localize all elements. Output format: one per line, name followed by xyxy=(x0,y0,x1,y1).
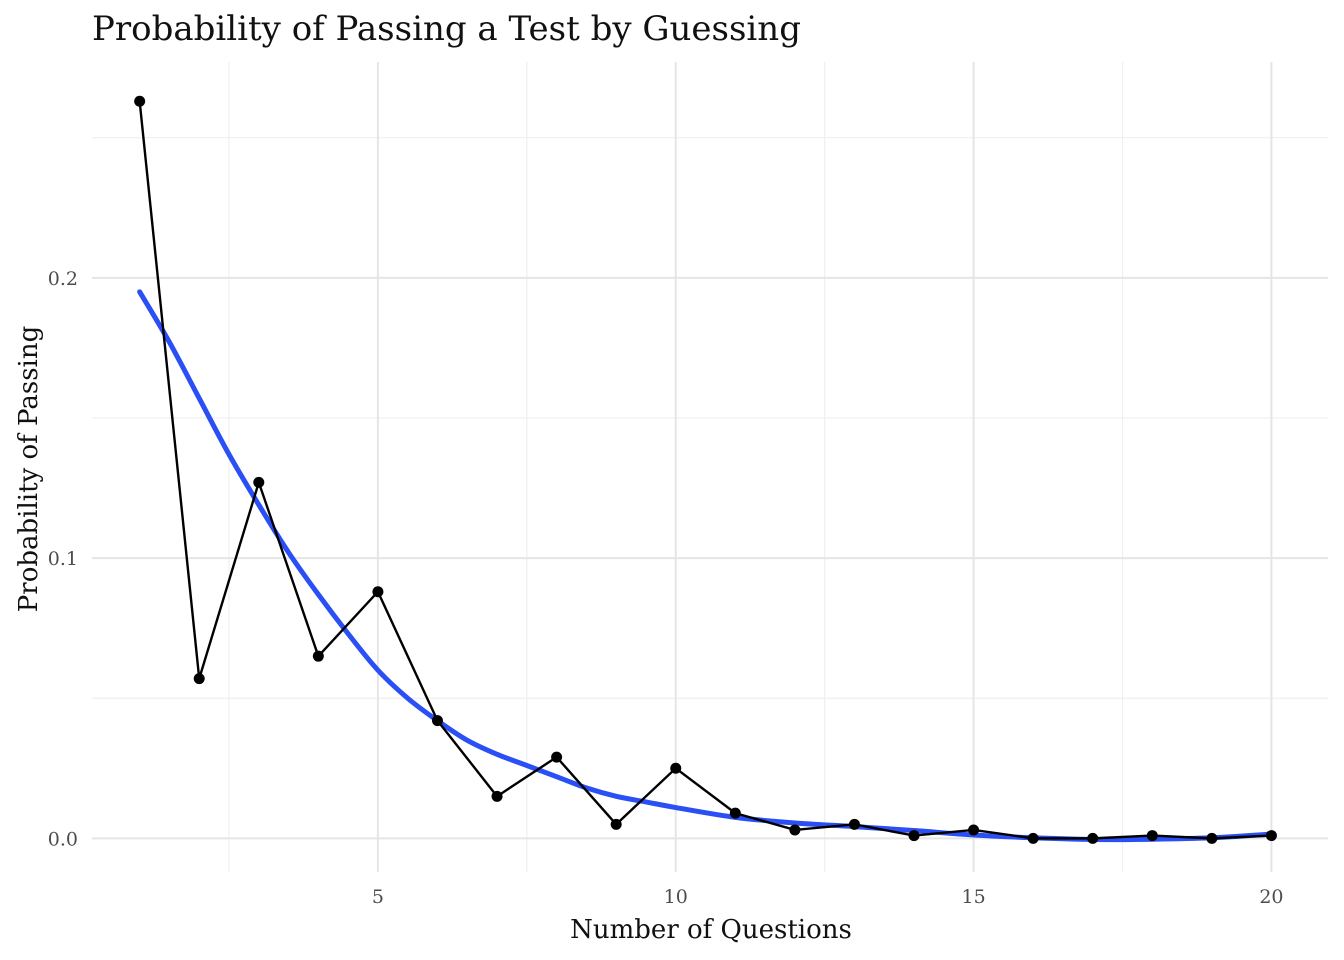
data-point xyxy=(848,818,860,830)
smooth-trend-line xyxy=(137,289,1274,843)
y-axis-title: Probability of Passing xyxy=(14,326,44,612)
data-point xyxy=(491,790,503,802)
data-point xyxy=(253,476,265,488)
x-axis-title: Number of Questions xyxy=(570,915,852,945)
data-point xyxy=(968,824,980,836)
data-point xyxy=(134,95,146,107)
y-tick-label: 0.2 xyxy=(48,268,78,290)
data-point xyxy=(1206,832,1218,844)
tick-labels: 5 10 15 20 0.0 0.1 0.2 xyxy=(48,268,1284,908)
data-point xyxy=(1027,832,1039,844)
x-tick-label: 20 xyxy=(1259,886,1283,908)
data-point xyxy=(610,818,622,830)
data-point xyxy=(312,650,324,662)
y-tick-label: 0.1 xyxy=(48,548,78,570)
x-tick-label: 15 xyxy=(961,886,985,908)
data-point xyxy=(1146,830,1158,842)
smooth-trend-layer xyxy=(137,289,1274,843)
data-point xyxy=(1087,832,1099,844)
data-point xyxy=(372,586,384,598)
data-point xyxy=(193,673,205,685)
x-tick-label: 5 xyxy=(372,886,384,908)
chart-title: Probability of Passing a Test by Guessin… xyxy=(92,9,801,49)
data-series-layer xyxy=(134,95,1277,844)
grid xyxy=(92,62,1328,872)
data-point xyxy=(729,807,741,819)
data-point xyxy=(1265,830,1277,842)
data-line xyxy=(138,101,1272,840)
data-point xyxy=(789,824,801,836)
y-tick-label: 0.0 xyxy=(48,828,78,850)
data-point xyxy=(551,751,563,763)
data-point xyxy=(908,830,920,842)
x-tick-label: 10 xyxy=(664,886,688,908)
data-point xyxy=(431,715,443,727)
data-point xyxy=(670,762,682,774)
